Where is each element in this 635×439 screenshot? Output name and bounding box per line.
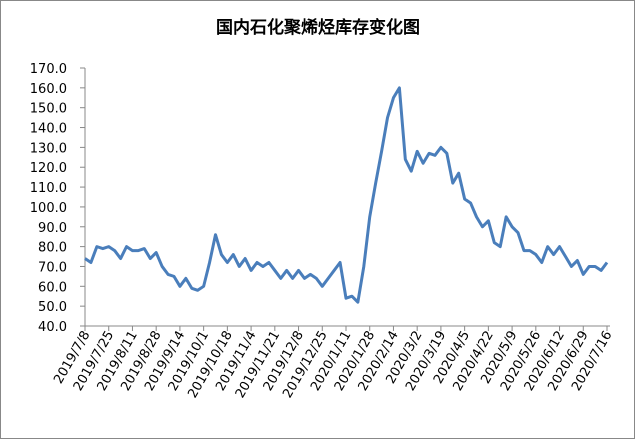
y-tick-label: 70.0 xyxy=(38,260,67,275)
y-tick-label: 80.0 xyxy=(38,241,67,256)
y-tick-label: 120.0 xyxy=(30,161,67,176)
y-tick-label: 140.0 xyxy=(30,122,67,137)
y-tick-label: 130.0 xyxy=(30,141,67,156)
chart-title: 国内石化聚烯烃库存变化图 xyxy=(216,17,420,38)
line-series xyxy=(84,86,609,304)
y-tick-label: 50.0 xyxy=(38,300,67,315)
y-tick-label: 90.0 xyxy=(38,221,67,236)
y-tick-label: 60.0 xyxy=(38,280,67,295)
y-tick-label: 170.0 xyxy=(30,62,67,77)
y-tick-label: 110.0 xyxy=(30,181,67,196)
y-tick-label: 150.0 xyxy=(30,102,67,117)
y-tick-label: 40.0 xyxy=(38,320,67,335)
y-tick-label: 100.0 xyxy=(30,201,67,216)
y-tick-label: 160.0 xyxy=(30,82,67,97)
